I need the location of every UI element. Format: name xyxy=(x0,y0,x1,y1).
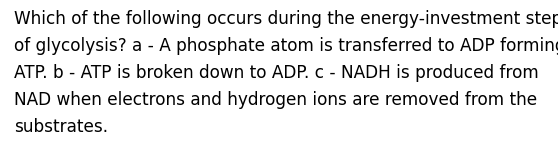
Text: substrates.: substrates. xyxy=(14,118,108,136)
Text: NAD when electrons and hydrogen ions are removed from the: NAD when electrons and hydrogen ions are… xyxy=(14,91,537,109)
Text: Which of the following occurs during the energy-investment step: Which of the following occurs during the… xyxy=(14,10,558,28)
Text: ATP. b - ATP is broken down to ADP. c - NADH is produced from: ATP. b - ATP is broken down to ADP. c - … xyxy=(14,64,538,82)
Text: of glycolysis? a - A phosphate atom is transferred to ADP forming: of glycolysis? a - A phosphate atom is t… xyxy=(14,37,558,55)
